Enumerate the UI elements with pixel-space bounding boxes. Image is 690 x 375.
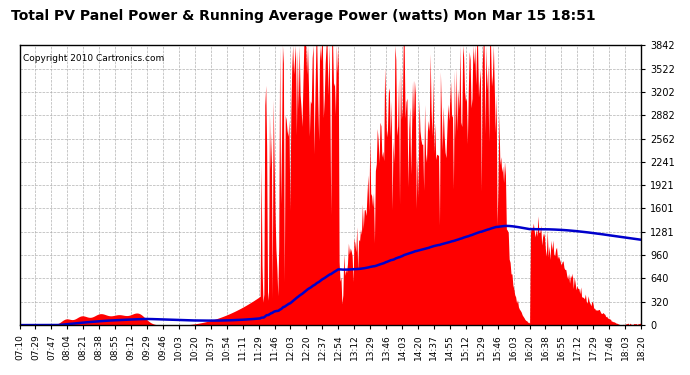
Text: Copyright 2010 Cartronics.com: Copyright 2010 Cartronics.com xyxy=(23,54,164,63)
Text: Total PV Panel Power & Running Average Power (watts) Mon Mar 15 18:51: Total PV Panel Power & Running Average P… xyxy=(11,9,596,23)
